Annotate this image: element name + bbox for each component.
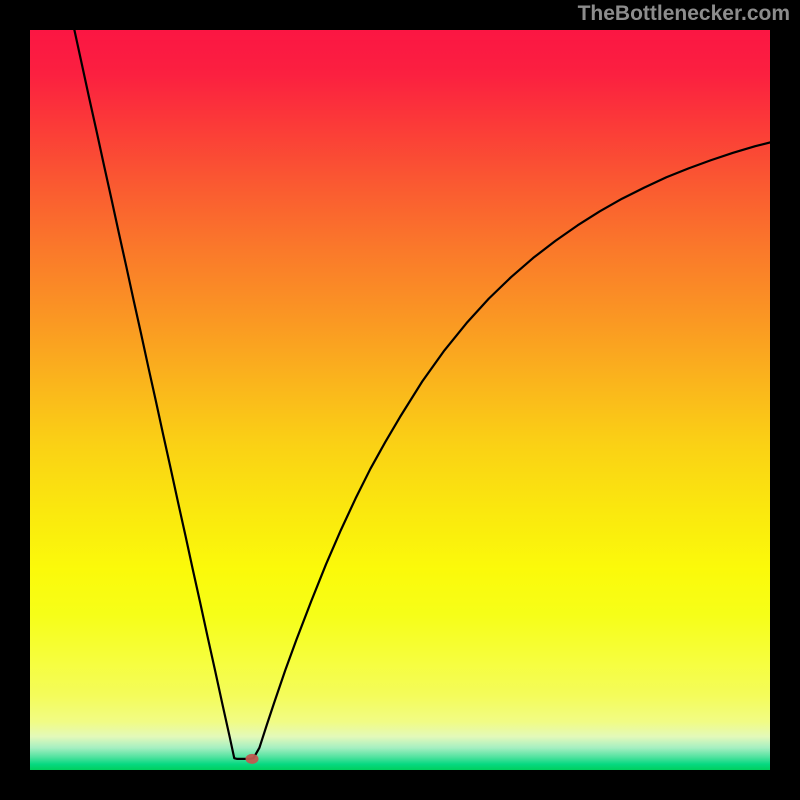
plot-area bbox=[30, 30, 770, 770]
watermark-label: TheBottlenecker.com bbox=[578, 2, 790, 26]
bottleneck-chart bbox=[0, 0, 800, 800]
chart-container: TheBottlenecker.com bbox=[0, 0, 800, 800]
optimal-point-marker bbox=[246, 754, 259, 764]
